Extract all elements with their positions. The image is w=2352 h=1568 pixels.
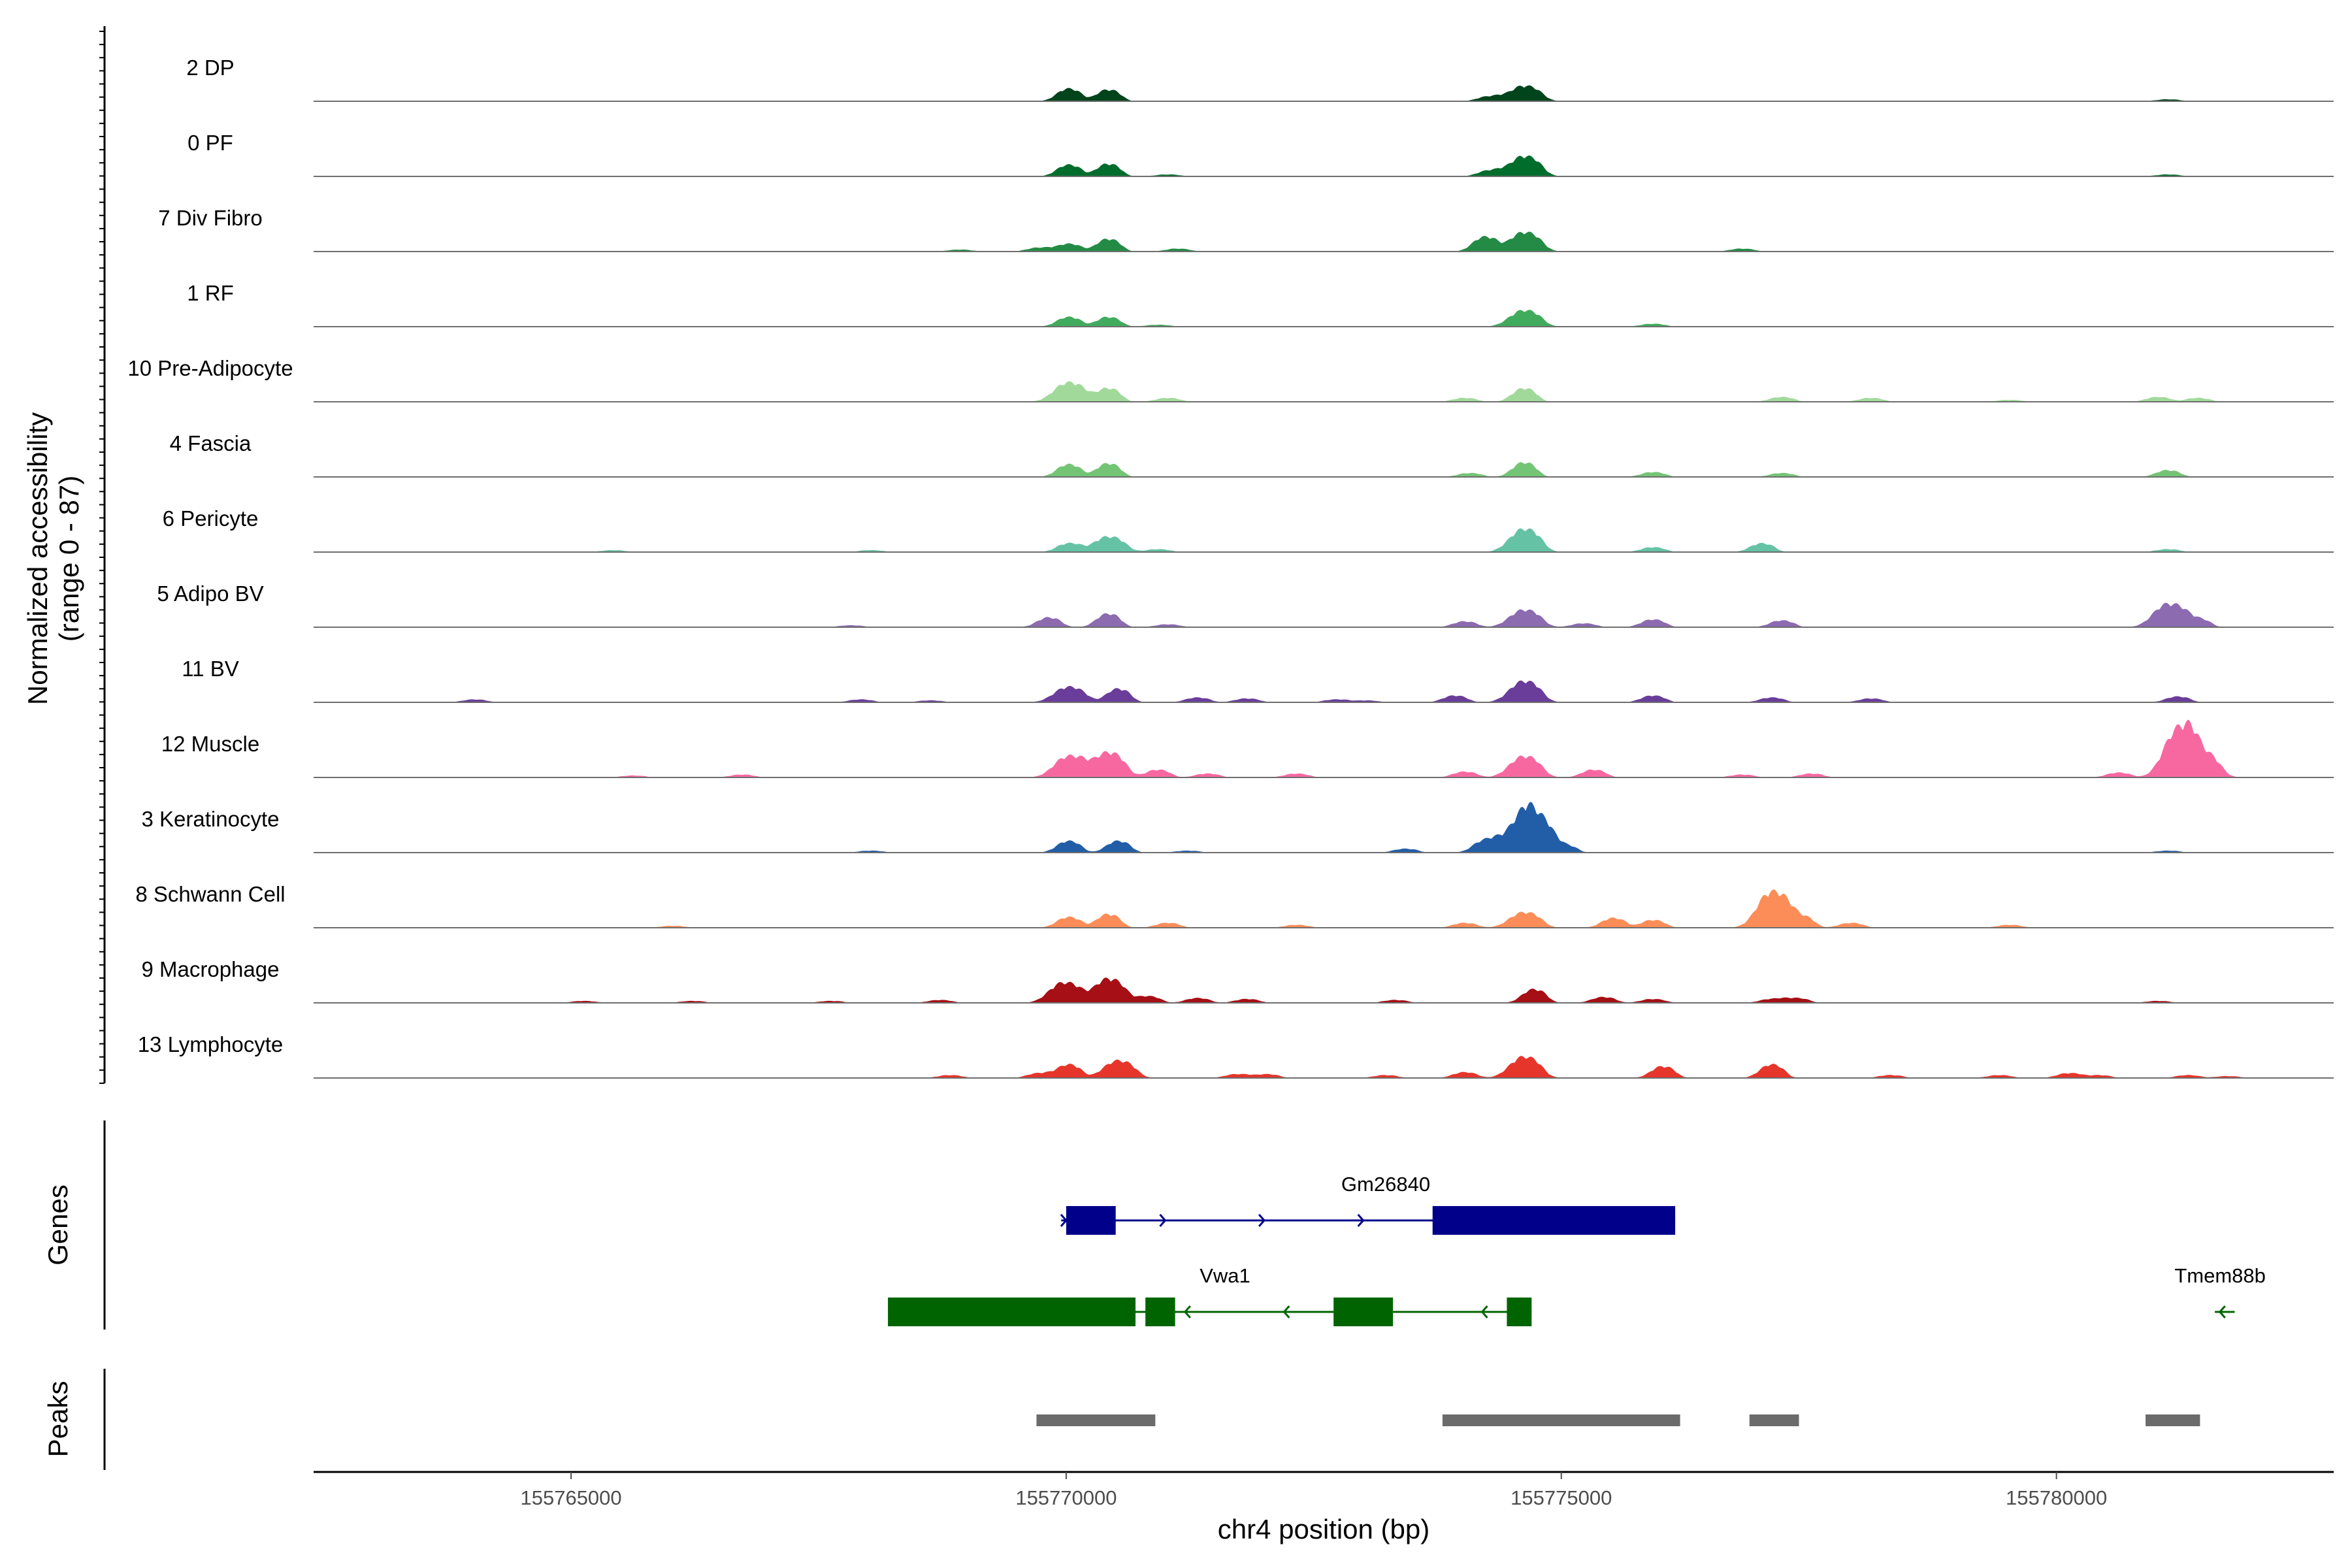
track-label: 9 Macrophage: [142, 957, 280, 981]
x-axis: 155765000 155770000 155775000 155780000: [314, 1471, 2334, 1509]
track-2: 0 PF: [188, 131, 2334, 177]
y-axis-title: Normalized accessibility (range 0 - 87): [22, 412, 84, 705]
track-5: 10 Pre-Adipocyte: [127, 356, 2334, 402]
genes-panel-label: Genes: [42, 1184, 73, 1266]
track-label: 6 Pericyte: [163, 506, 259, 531]
track-label: 4 Fascia: [170, 431, 252, 455]
track-4: 1 RF: [187, 281, 2334, 327]
coverage-area: [314, 231, 2334, 252]
coverage-area: [314, 528, 2334, 552]
x-tick-label: 155770000: [1015, 1486, 1117, 1509]
coverage-area: [314, 719, 2334, 777]
peak-region: [1749, 1414, 1799, 1426]
strand-arrow: [1060, 1214, 1068, 1227]
coverage-area: [314, 802, 2334, 853]
coverage-area: [314, 889, 2334, 928]
gene-name-label: Tmem88b: [2174, 1264, 2266, 1287]
gene-vwa1: Vwa1: [888, 1264, 1532, 1326]
gene-name-label: Gm26840: [1341, 1173, 1430, 1196]
peak-region: [1442, 1414, 1680, 1426]
strand-arrow: [1183, 1305, 1191, 1318]
track-label: 13 Lymphocyte: [138, 1032, 284, 1056]
gene-name-label: Vwa1: [1200, 1264, 1250, 1287]
coverage-area: [314, 1056, 2334, 1078]
track-label: 3 Keratinocyte: [142, 807, 280, 831]
peaks-panel-axis: Peaks: [42, 1369, 106, 1470]
coverage-area: [314, 462, 2334, 477]
coverage-area: [314, 85, 2334, 101]
genes-panel-axis: Genes: [42, 1120, 106, 1330]
track-label: 8 Schwann Cell: [135, 882, 285, 906]
track-12: 8 Schwann Cell: [135, 882, 2334, 928]
coverage-area: [314, 977, 2334, 1003]
strand-arrow: [1258, 1214, 1266, 1227]
x-tick-label: 155780000: [2006, 1486, 2107, 1509]
track-label: 0 PF: [188, 131, 233, 155]
coverage-area: [314, 381, 2334, 402]
gene-gm26840: Gm26840: [1060, 1173, 1676, 1235]
gene-tmem88b: Tmem88b: [2174, 1264, 2266, 1318]
x-tick-label: 155765000: [520, 1486, 621, 1509]
track-label: 1 RF: [187, 281, 234, 305]
track-label: 11 BV: [182, 657, 238, 681]
strand-arrow: [1282, 1305, 1290, 1318]
peak-region: [2146, 1414, 2200, 1426]
track-8: 5 Adipo BV: [157, 581, 2334, 628]
gene-annotations: Gm26840 Vwa1 Tmem88b: [888, 1173, 2266, 1326]
gene-exon: [1507, 1298, 1532, 1326]
peak-region: [1036, 1414, 1156, 1426]
peaks-panel-label: Peaks: [42, 1381, 73, 1458]
coverage-tracks: 2 DP 0 PF 7 Div Fibro 1 RF 10 Pre-Adipocyte 4…: [127, 56, 2334, 1079]
x-tick-label: 155775000: [1511, 1486, 1612, 1509]
track-10: 12 Muscle: [161, 719, 2334, 778]
coverage-y-axis: [99, 26, 106, 1084]
track-7: 6 Pericyte: [163, 506, 2334, 553]
coverage-area: [314, 680, 2334, 702]
track-label: 5 Adipo BV: [157, 581, 263, 606]
track-1: 2 DP: [186, 56, 2334, 102]
y-axis-title-line1: Normalized accessibility: [22, 412, 53, 705]
gene-exon: [1145, 1298, 1175, 1326]
strand-arrow: [1480, 1305, 1488, 1318]
peak-regions: [1036, 1414, 2200, 1426]
gene-exon: [1432, 1206, 1676, 1235]
track-9: 11 BV: [182, 657, 2334, 703]
track-label: 10 Pre-Adipocyte: [127, 356, 293, 380]
gene-exon: [1333, 1298, 1394, 1326]
track-label: 12 Muscle: [161, 732, 259, 756]
track-13: 9 Macrophage: [142, 957, 2334, 1004]
coverage-area: [314, 155, 2334, 176]
track-3: 7 Div Fibro: [158, 206, 2334, 252]
gene-exon: [1066, 1206, 1116, 1235]
track-label: 7 Div Fibro: [158, 206, 263, 230]
track-11: 3 Keratinocyte: [142, 802, 2334, 853]
y-axis-title-line2: (range 0 - 87): [54, 476, 84, 642]
coverage-area: [314, 602, 2334, 627]
gene-exon: [888, 1298, 1136, 1326]
coverage-area: [314, 310, 2334, 327]
track-6: 4 Fascia: [170, 431, 2334, 478]
track-label: 2 DP: [186, 56, 234, 80]
strand-arrow: [2218, 1305, 2226, 1318]
x-axis-title: chr4 position (bp): [1218, 1514, 1430, 1544]
strand-arrow: [1159, 1214, 1167, 1227]
strand-arrow: [1357, 1214, 1365, 1227]
track-14: 13 Lymphocyte: [138, 1032, 2334, 1079]
